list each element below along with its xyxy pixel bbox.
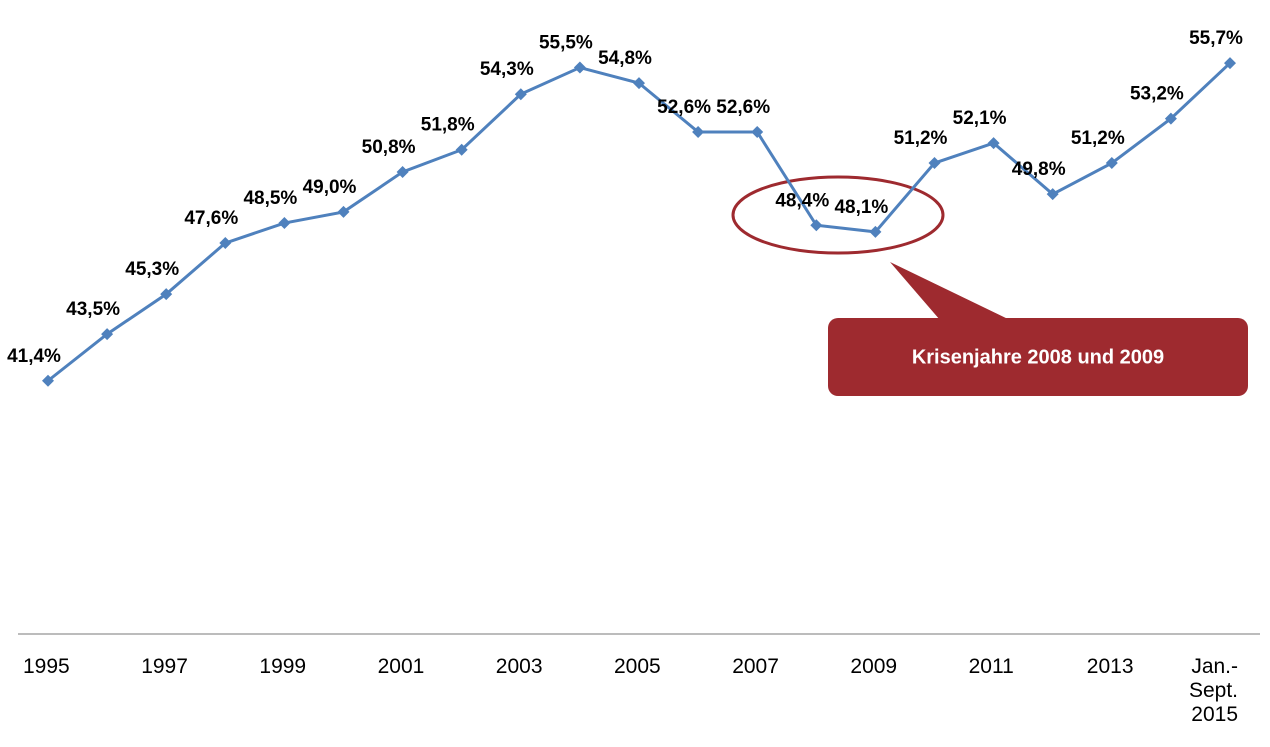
marker	[455, 143, 468, 156]
data-label: 55,5%	[539, 33, 593, 54]
data-label: 50,8%	[362, 137, 416, 158]
data-label: 52,6%	[657, 97, 711, 118]
marker	[928, 157, 941, 170]
marker	[514, 88, 527, 101]
data-label: 45,3%	[125, 259, 179, 280]
x-tick-label: 1999	[259, 655, 307, 678]
highlight-ellipse	[731, 175, 945, 255]
data-label: 48,5%	[243, 188, 297, 209]
data-label: 51,2%	[1071, 128, 1125, 149]
data-label: 54,8%	[598, 48, 652, 69]
data-label: 52,1%	[953, 108, 1007, 129]
x-tick-label: 2007	[732, 655, 779, 678]
marker	[1224, 57, 1236, 70]
marker	[219, 237, 232, 250]
marker	[42, 374, 54, 387]
data-label: 52,6%	[716, 97, 770, 118]
data-label: 55,7%	[1189, 28, 1243, 49]
data-label: 49,0%	[303, 177, 357, 198]
data-label: 51,8%	[421, 115, 475, 136]
x-tick-label: 1995	[23, 655, 70, 678]
marker	[337, 205, 350, 218]
data-label: 48,4%	[775, 190, 829, 211]
marker	[987, 137, 1000, 150]
data-label: 47,6%	[184, 208, 238, 229]
marker	[278, 217, 291, 230]
data-label: 51,2%	[894, 128, 948, 149]
marker	[101, 328, 114, 341]
marker	[692, 125, 705, 138]
marker	[1105, 157, 1118, 170]
marker	[1046, 188, 1059, 201]
callout-text: Krisenjahre 2008 und 2009	[912, 346, 1164, 368]
data-label: 49,8%	[1012, 159, 1066, 180]
data-label: 43,5%	[66, 299, 120, 320]
marker	[160, 288, 173, 301]
marker	[810, 219, 823, 232]
marker	[573, 61, 586, 74]
callout-box	[828, 318, 1248, 396]
x-tick-label: 2003	[495, 655, 543, 678]
callout-pointer	[890, 262, 1010, 320]
data-label: 41,4%	[7, 346, 61, 367]
x-tick-label: 2013	[1086, 655, 1134, 678]
data-label: 54,3%	[480, 59, 534, 80]
x-tick-label: 1997	[141, 655, 188, 678]
data-label: 53,2%	[1130, 84, 1184, 105]
x-tick-label: 2011	[968, 655, 1014, 678]
marker	[869, 225, 882, 238]
x-tick-label: 2009	[850, 655, 898, 678]
marker	[396, 165, 409, 178]
data-label: 48,1%	[834, 197, 888, 218]
marker	[633, 77, 645, 90]
x-tick-label: 2001	[377, 655, 425, 678]
x-tick-label: 2005	[614, 655, 661, 678]
x-tick-label: Jan.- Sept. 2015	[1188, 655, 1238, 726]
marker	[1164, 112, 1177, 125]
marker	[751, 125, 764, 138]
